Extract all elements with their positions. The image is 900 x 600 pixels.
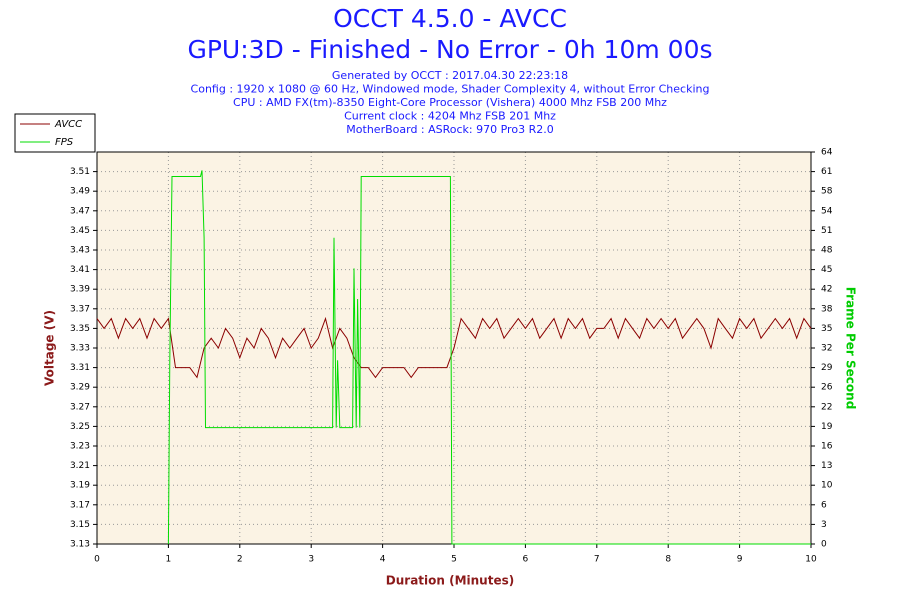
x-tick-label: 8 (665, 555, 671, 565)
y2-tick-label: 51 (821, 226, 832, 236)
y2-tick-label: 13 (821, 461, 832, 471)
y2-tick-label: 64 (821, 148, 833, 158)
y-tick-label: 3.45 (70, 226, 90, 236)
y-tick-label: 3.15 (70, 520, 90, 530)
y-tick-label: 3.43 (70, 246, 90, 256)
x-axis-label: Duration (Minutes) (386, 574, 514, 588)
legend (14, 113, 96, 153)
y-tick-label: 3.21 (70, 461, 90, 471)
legend-label: FPS (55, 137, 74, 148)
x-tick-label: 10 (805, 555, 817, 565)
y-tick-label: 3.37 (70, 304, 90, 314)
legend-label: AVCC (54, 119, 82, 130)
chart-subtitle: GPU:3D - Finished - No Error - 0h 10m 00… (187, 35, 712, 64)
y-axis-label: Voltage (V) (43, 310, 57, 386)
y2-tick-label: 61 (821, 167, 832, 177)
y-tick-label: 3.19 (70, 481, 90, 491)
y-tick-label: 3.23 (70, 442, 90, 452)
x-tick-label: 3 (308, 555, 314, 565)
x-tick-label: 6 (523, 555, 529, 565)
y2-tick-label: 38 (821, 304, 833, 314)
y2-tick-label: 48 (821, 246, 833, 256)
info-line: MotherBoard : ASRock: 970 Pro3 R2.0 (346, 123, 553, 136)
y2-tick-label: 10 (821, 481, 833, 491)
y2-tick-label: 3 (821, 520, 827, 530)
y-tick-label: 3.49 (70, 187, 90, 197)
y-tick-label: 3.31 (70, 363, 90, 373)
y2-tick-label: 29 (821, 363, 833, 373)
series-line (96, 316, 812, 379)
y2-tick-label: 0 (821, 540, 827, 550)
y2-tick-label: 45 (821, 265, 832, 275)
y2-tick-label: 54 (821, 206, 833, 216)
y-tick-label: 3.29 (70, 383, 90, 393)
y2-tick-label: 6 (821, 500, 827, 510)
info-line: Current clock : 4204 Mhz FSB 201 Mhz (344, 110, 556, 123)
x-tick-label: 4 (380, 555, 386, 565)
y2-tick-label: 19 (821, 422, 833, 432)
y-tick-label: 3.39 (70, 285, 90, 295)
info-line: Config : 1920 x 1080 @ 60 Hz, Windowed m… (191, 83, 710, 96)
x-tick-label: 2 (237, 555, 243, 565)
x-tick-label: 9 (737, 555, 743, 565)
info-line: CPU : AMD FX(tm)-8350 Eight-Core Process… (233, 96, 667, 109)
x-tick-label: 5 (451, 555, 457, 565)
series-line (167, 170, 811, 545)
y2-axis-label: Frame Per Second (844, 287, 858, 410)
y-tick-label: 3.35 (70, 324, 90, 334)
y-tick-label: 3.47 (70, 206, 90, 216)
y-tick-label: 3.27 (70, 402, 90, 412)
y2-tick-label: 16 (821, 442, 833, 452)
y-tick-label: 3.17 (70, 500, 90, 510)
x-tick-label: 7 (594, 555, 600, 565)
y-tick-label: 3.13 (70, 540, 90, 550)
chart-title: OCCT 4.5.0 - AVCC (333, 4, 567, 33)
y2-tick-label: 26 (821, 383, 833, 393)
x-tick-label: 1 (166, 555, 172, 565)
y2-tick-label: 58 (821, 187, 833, 197)
y2-tick-label: 35 (821, 324, 832, 334)
y2-tick-label: 42 (821, 285, 832, 295)
y-tick-label: 3.41 (70, 265, 90, 275)
y-tick-label: 3.51 (70, 167, 90, 177)
y-tick-label: 3.33 (70, 344, 90, 354)
info-line: Generated by OCCT : 2017.04.30 22:23:18 (332, 69, 568, 82)
y-tick-label: 3.25 (70, 422, 90, 432)
y2-tick-label: 22 (821, 402, 832, 412)
x-tick-label: 0 (94, 555, 100, 565)
y2-tick-label: 32 (821, 344, 832, 354)
